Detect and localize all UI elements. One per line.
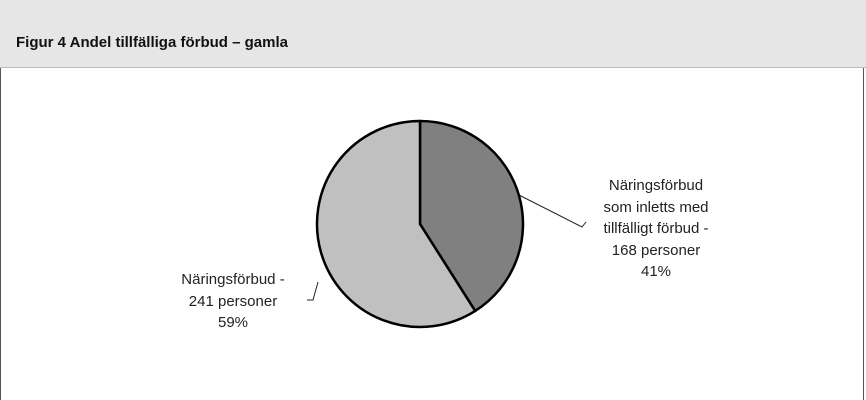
pie-slice xyxy=(315,119,477,329)
category-label: Näringsförbud som inletts med tillfällig… xyxy=(603,177,709,259)
value-label: 59% xyxy=(217,314,249,331)
leader-line xyxy=(307,281,319,301)
value-label: 41% xyxy=(640,263,672,280)
chart-title: Figur 4 Andel tillfälliga förbud – gamla xyxy=(16,34,288,51)
slice-label: Näringsförbud - 241 personer 59% xyxy=(181,269,284,334)
category-label: Näringsförbud - 241 personer xyxy=(181,271,285,310)
slice-label: Näringsförbud som inletts med tillfällig… xyxy=(603,175,708,283)
figure-header: Figur 4 Andel tillfälliga förbud – gamla xyxy=(0,0,866,68)
leader-line xyxy=(516,193,587,228)
